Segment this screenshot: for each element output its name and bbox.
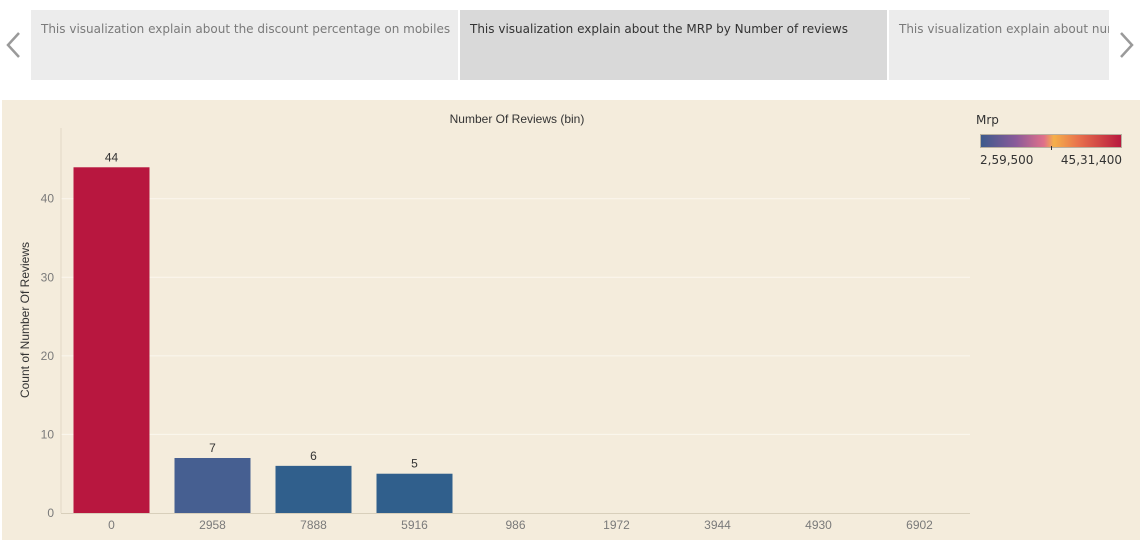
x-tick-label: 7888 bbox=[300, 518, 327, 532]
y-tick-label: 0 bbox=[47, 506, 54, 520]
gridlines bbox=[61, 198, 970, 435]
story-point-label: This visualization explain about numb bbox=[899, 22, 1109, 36]
x-tick-label: 6902 bbox=[906, 518, 933, 532]
y-axis-label: Count of Number Of Reviews bbox=[18, 242, 32, 398]
axes: 0 10 20 30 40 0 2958 7888 5916 986 1972 3944 4930 690… bbox=[41, 128, 970, 532]
bar-value-label: 44 bbox=[105, 150, 119, 164]
bar bbox=[174, 458, 251, 513]
x-tick-label: 2958 bbox=[199, 518, 226, 532]
bar bbox=[376, 473, 453, 513]
y-tick-label: 20 bbox=[41, 349, 55, 363]
legend-min-label: 2,59,500 bbox=[980, 153, 1034, 167]
story-point-next[interactable]: This visualization explain about numb bbox=[889, 10, 1109, 80]
y-tick-label: 10 bbox=[41, 427, 55, 441]
legend-title: Mrp bbox=[976, 113, 999, 127]
bar-value-label: 5 bbox=[411, 457, 418, 471]
x-tick-label: 5916 bbox=[401, 518, 428, 532]
legend-marker bbox=[1051, 146, 1052, 150]
story-point-label: This visualization explain about the dis… bbox=[41, 22, 451, 36]
x-tick-label: 3944 bbox=[704, 518, 731, 532]
chevron-left-icon bbox=[6, 32, 20, 58]
chart-title: Number Of Reviews (bin) bbox=[450, 112, 585, 126]
story-point-mrp-reviews[interactable]: This visualization explain about the MRP… bbox=[460, 10, 887, 80]
bar bbox=[73, 167, 150, 514]
y-tick-label: 40 bbox=[41, 192, 55, 206]
x-tick-label: 986 bbox=[505, 518, 525, 532]
bars: 44 7 6 5 bbox=[73, 150, 453, 514]
y-tick-label: 30 bbox=[41, 270, 55, 284]
x-tick-label: 1972 bbox=[603, 518, 630, 532]
next-story-point-button[interactable] bbox=[1116, 28, 1136, 62]
story-point-discount[interactable]: This visualization explain about the dis… bbox=[31, 10, 458, 80]
previous-story-point-button[interactable] bbox=[4, 28, 24, 62]
x-tick-label: 0 bbox=[108, 518, 115, 532]
bar-value-label: 7 bbox=[209, 441, 216, 455]
color-legend: Mrp 2,59,500 45,31,400 bbox=[976, 113, 1126, 167]
legend-max-label: 45,31,400 bbox=[1060, 153, 1122, 167]
bar bbox=[275, 465, 352, 513]
x-tick-label: 4930 bbox=[805, 518, 832, 532]
story-point-label: This visualization explain about the MRP… bbox=[470, 22, 848, 36]
story-navigator: This visualization explain about the dis… bbox=[31, 10, 1109, 80]
bar-value-label: 6 bbox=[310, 449, 317, 463]
chevron-right-icon bbox=[1120, 32, 1134, 58]
